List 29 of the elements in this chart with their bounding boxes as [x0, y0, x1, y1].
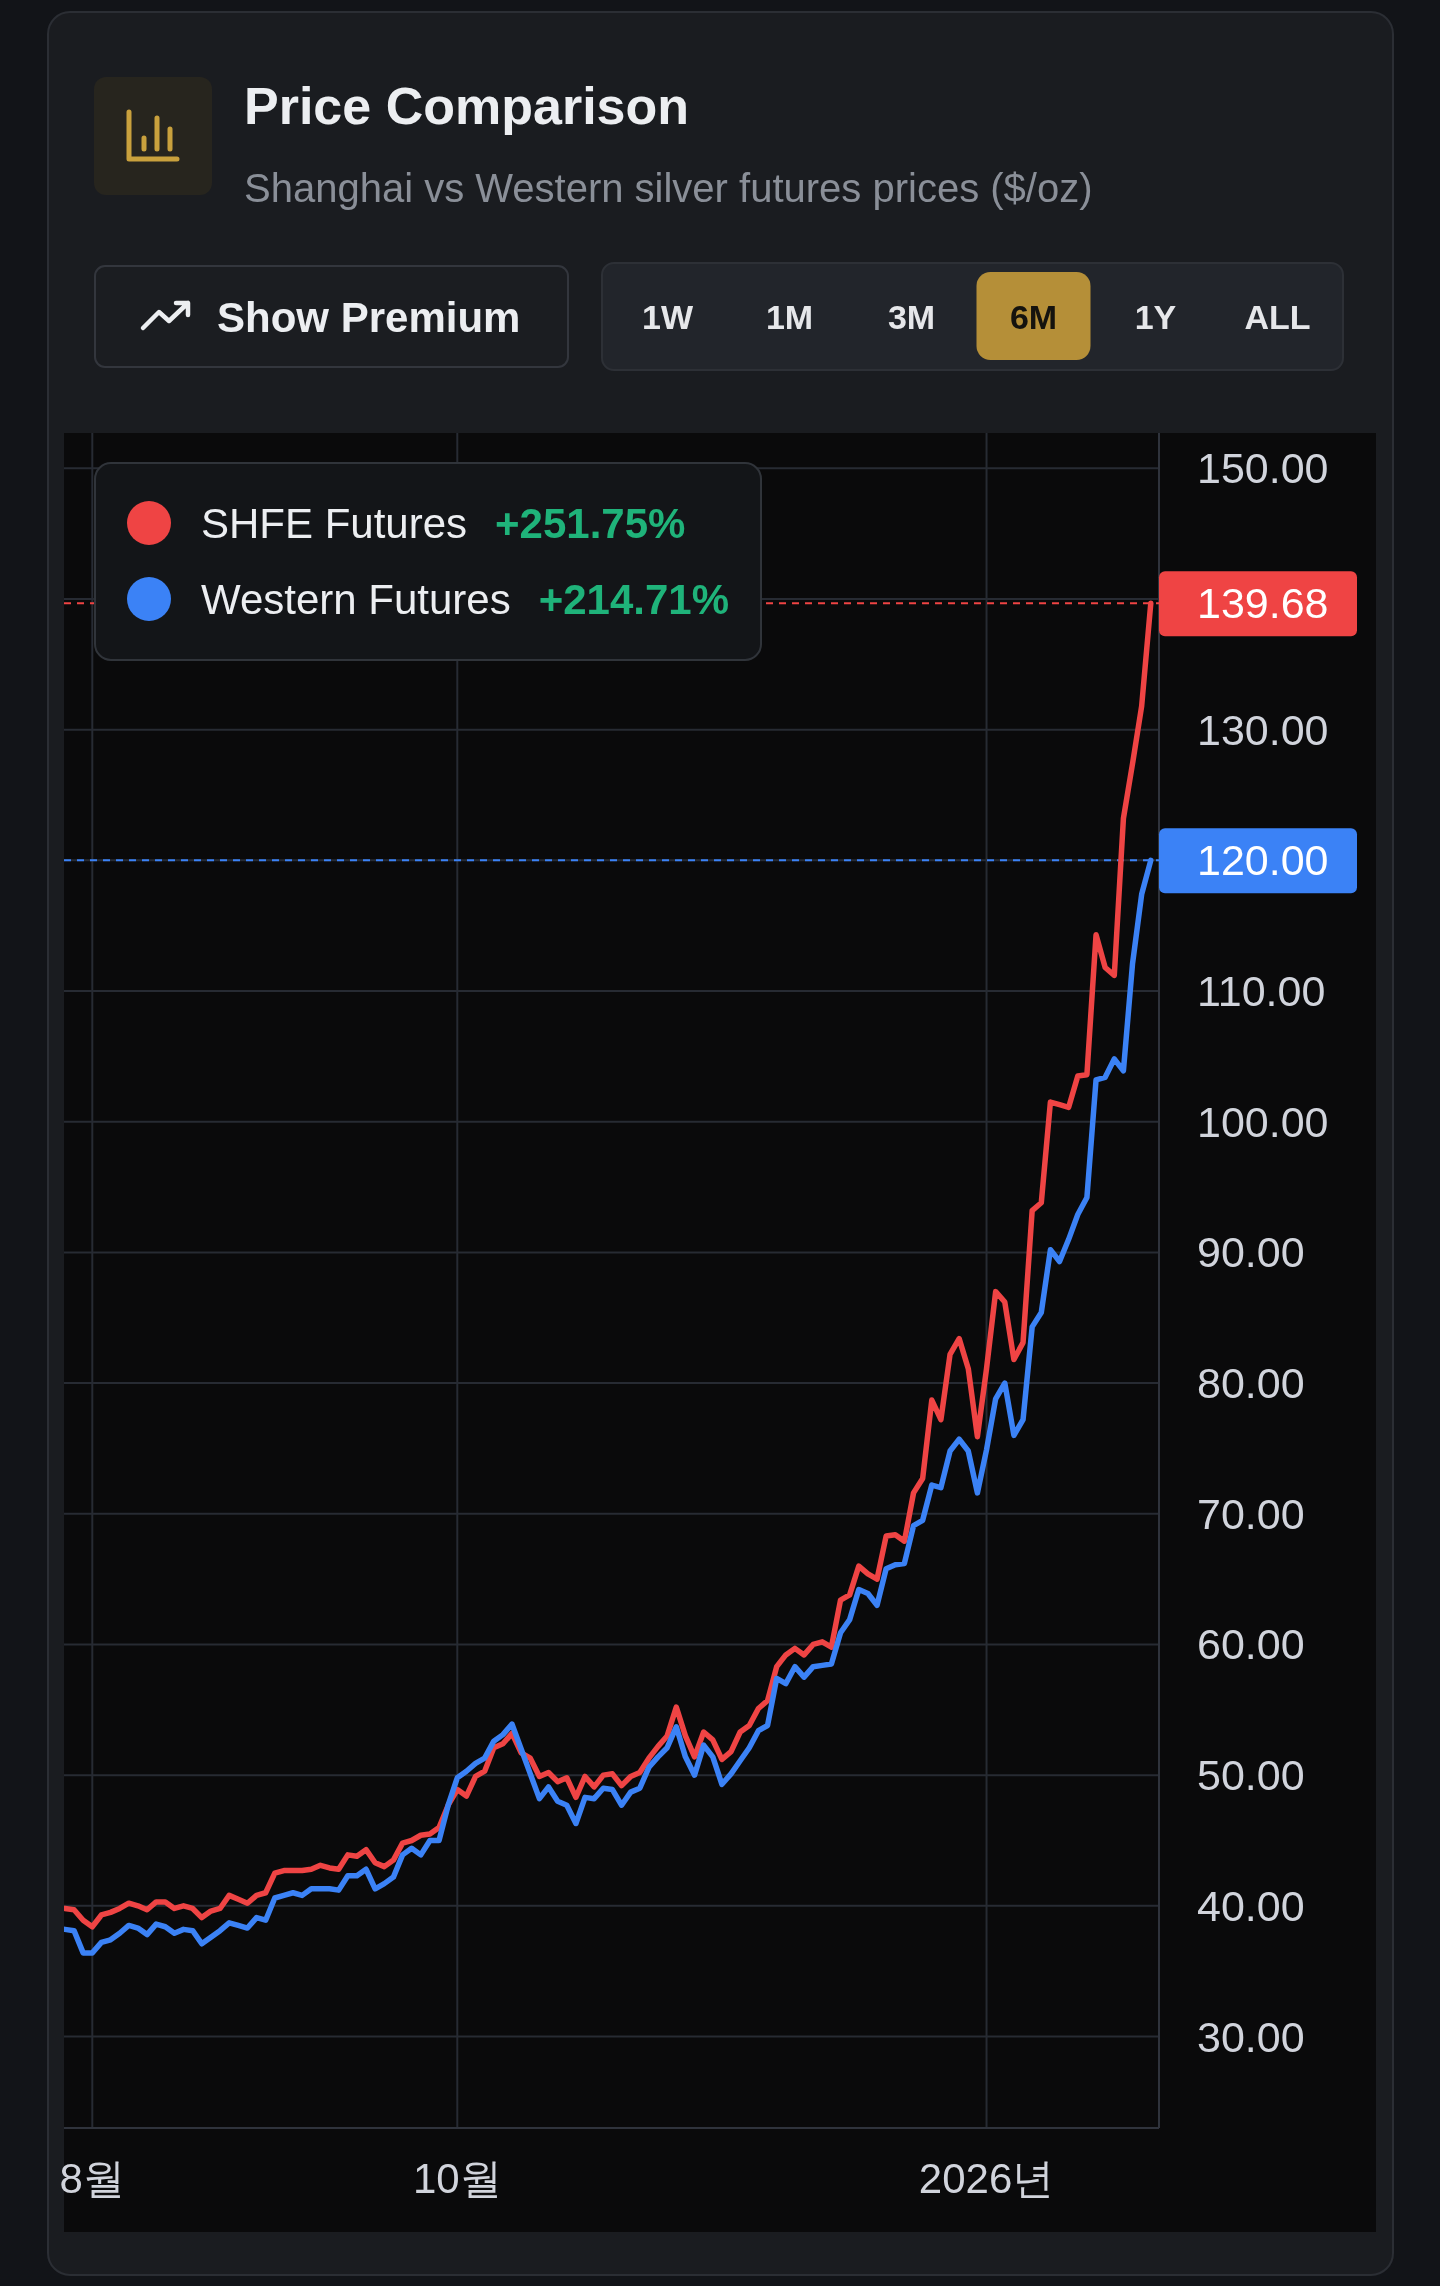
chart-title: Price Comparison [244, 77, 690, 135]
legend-label: SHFE Futures [201, 500, 468, 547]
y-tick-label: 80.00 [1197, 1359, 1305, 1408]
annotation: +214.71% [538, 576, 730, 623]
y-tick-label: 130.00 [1197, 705, 1329, 754]
text: 6M [1009, 298, 1058, 336]
text: 1M [765, 298, 814, 336]
y-tick-label: 50.00 [1197, 1751, 1305, 1800]
text: 1Y [1134, 298, 1177, 336]
x-tick-label: 2026년 [918, 2155, 1055, 2202]
chart-subtitle: Shanghai vs Western silver futures prices ($/oz) [244, 166, 1093, 210]
y-tick-label: 100.00 [1197, 1097, 1329, 1146]
ref-line-label: 120.00 [1197, 836, 1329, 885]
y-tick-label: 110.00 [1197, 967, 1326, 1016]
y-tick-label: 30.00 [1197, 2012, 1305, 2061]
ref-line-label: 139.68 [1197, 579, 1329, 628]
y-tick-label: 70.00 [1197, 1489, 1305, 1538]
x-tick-label: 8월 [59, 2155, 125, 2202]
y-tick-label: 60.00 [1197, 1620, 1305, 1669]
x-tick-label: 10월 [412, 2155, 502, 2202]
y-tick-label: 90.00 [1197, 1228, 1305, 1277]
text: 1W [642, 298, 694, 336]
y-tick-label: 40.00 [1197, 1881, 1305, 1930]
text: 3M [887, 298, 936, 336]
text: ALL [1244, 298, 1311, 336]
annotation: +251.75% [495, 500, 686, 547]
legend-label: Western Futures [201, 576, 511, 623]
y-tick-label: 150.00 [1197, 444, 1329, 493]
text: Show Premium [217, 294, 521, 341]
